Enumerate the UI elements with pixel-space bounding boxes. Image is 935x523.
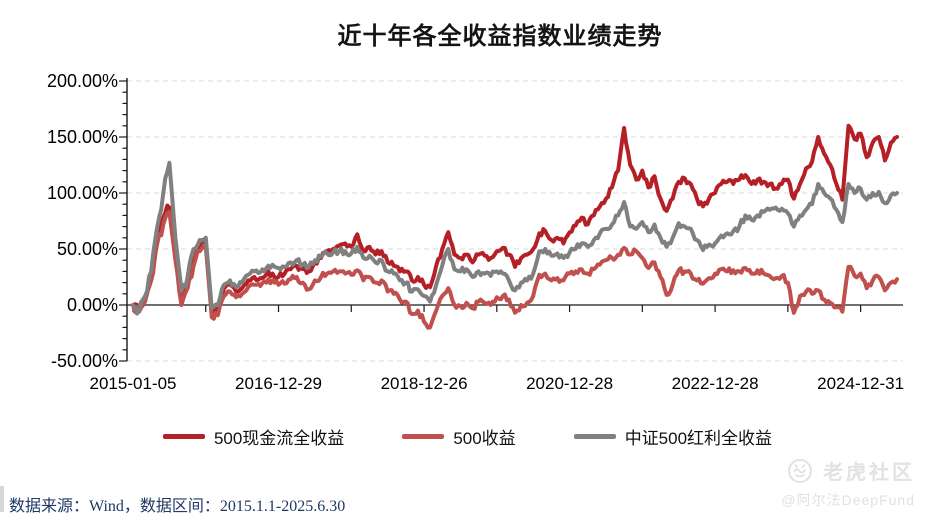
tiger-community-watermark: 老虎社区 @阿尔法DeepFund [781,456,915,510]
legend-swatch-icon [573,434,616,439]
data-source-note: 数据来源：Wind，数据区间：2015.1.1-2025.6.30 [9,498,346,515]
legend-label: 500收益 [453,429,516,448]
y-tick-label-0: 0.00% [66,295,118,315]
x-tick-label-2022-12-28: 2022-12-28 [671,374,759,393]
series-line-0 [131,123,899,315]
legend-item-2: 中证500红利全收益 [573,424,773,449]
left-edge-mark [0,486,4,512]
watermark-brand: 老虎社区 [823,462,915,484]
y-tick-label-150: 150.00% [46,127,118,147]
legend-item-1: 500收益 [402,424,516,449]
legend-item-0: 500现金流全收益 [162,424,345,449]
x-tick-label-2015-01-05: 2015-01-05 [89,374,177,393]
legend-swatch-icon [162,434,205,439]
x-tick-label-2020-12-28: 2020-12-28 [526,374,614,393]
x-tick-label-2018-12-26: 2018-12-26 [380,374,468,393]
chart-title: 近十年各全收益指数业绩走势 [337,23,663,50]
watermark-brand-row: 老虎社区 [781,456,915,485]
tiger-logo-icon [788,458,812,483]
legend-label: 中证500红利全收益 [624,429,773,448]
x-tick-label-2016-12-29: 2016-12-29 [235,374,322,393]
watermark-handle: @阿尔法DeepFund [781,492,915,508]
y-tick-label--50: -50.00% [50,351,118,371]
chart-legend: 500现金流全收益 500收益 中证500红利全收益 [0,424,935,449]
x-tick-label-2024-12-31: 2024-12-31 [817,374,905,393]
series-line-1 [131,210,899,330]
legend-label: 500现金流全收益 [213,429,345,448]
y-tick-label-100: 100.00% [46,183,118,203]
y-tick-label-50: 50.00% [56,239,118,259]
y-tick-label-200: 200.00% [46,71,118,91]
series-line-2 [131,160,899,316]
legend-swatch-icon [402,434,445,439]
